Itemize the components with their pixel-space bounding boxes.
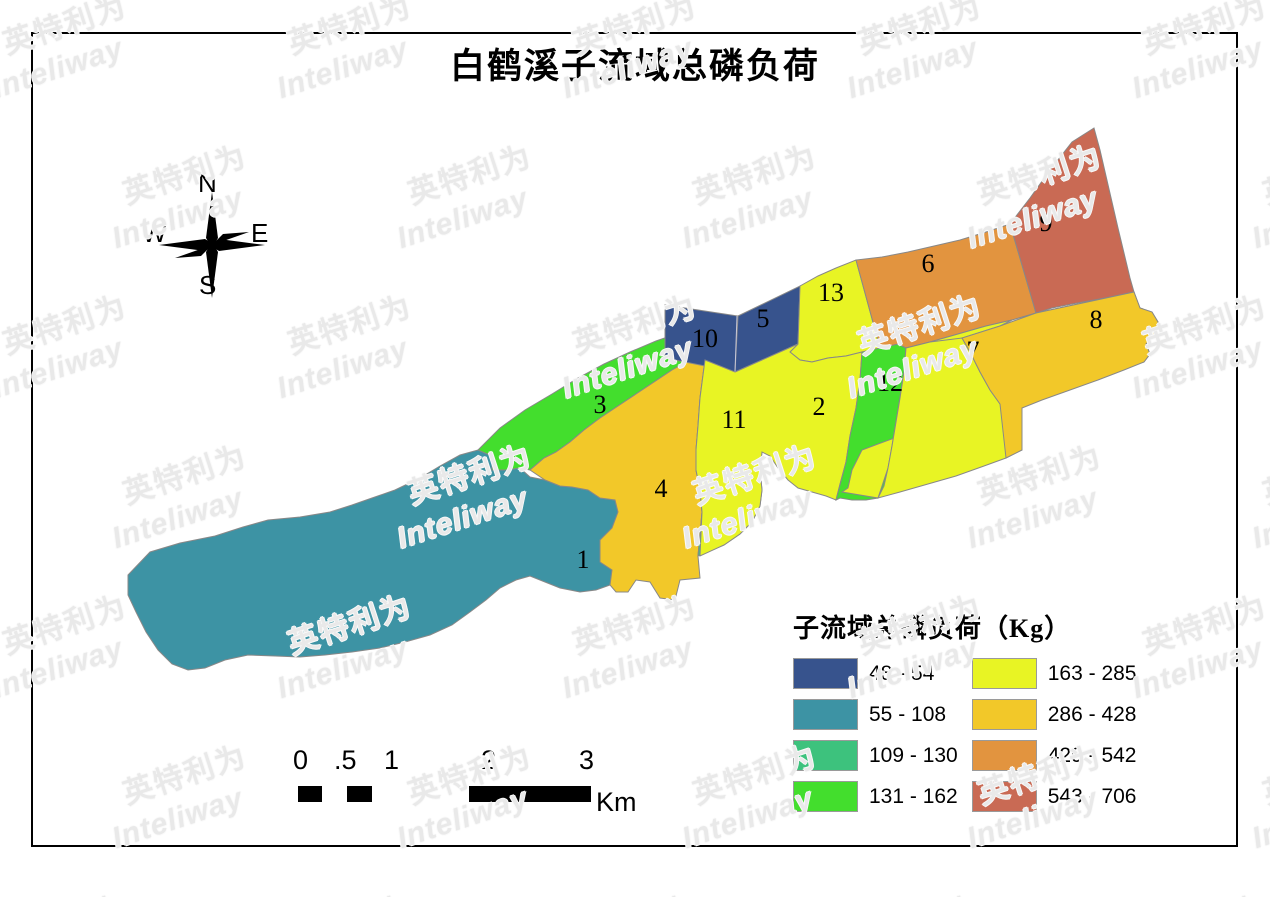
legend-item[interactable]: 163 - 285	[971, 658, 1137, 689]
scale-tick-1: .5	[334, 745, 357, 775]
subbasin-label-8: 8	[1090, 305, 1103, 334]
subbasin-polygon-6[interactable]	[855, 223, 1037, 349]
legend-item[interactable]: 55 - 108	[793, 699, 958, 730]
legend-item[interactable]: 48 - 54	[793, 658, 958, 689]
legend-swatch	[793, 740, 858, 771]
subbasin-label-13: 13	[818, 278, 844, 307]
legend-item-label: 131 - 162	[869, 784, 958, 808]
subbasin-divider-10-5	[734, 315, 738, 373]
subbasin-label-10: 10	[692, 324, 718, 353]
compass-label-west: W	[142, 218, 167, 248]
subbasin-label-6: 6	[922, 249, 935, 278]
subbasin-label-4: 4	[655, 474, 668, 503]
legend-item[interactable]: 543 - 706	[971, 781, 1137, 812]
legend-item-label: 543 - 706	[1047, 784, 1137, 808]
scale-seg-3	[347, 786, 372, 802]
subbasin-label-2: 2	[813, 392, 826, 421]
subbasin-label-12: 12	[877, 368, 903, 397]
legend-swatch	[793, 781, 858, 812]
subbasin-polygons[interactable]	[127, 127, 1159, 671]
legend-column-right: 163 - 285 286 - 428 429 - 542 543 - 706	[971, 658, 1137, 812]
subbasin-polygon-9[interactable]	[1009, 127, 1135, 314]
legend-title: 子流域总磷负荷（Kg）	[793, 614, 1072, 643]
compass-rose: N S E W	[137, 168, 287, 320]
legend-item[interactable]: 286 - 428	[971, 699, 1137, 730]
scale-bar: 0 .5 1 2 3 Km	[293, 745, 643, 820]
compass-label-east: E	[251, 218, 269, 248]
scale-seg-1	[298, 786, 322, 802]
scale-tick-2: 1	[384, 745, 400, 775]
scale-tick-4: 3	[579, 745, 595, 775]
scale-seg-2	[322, 786, 347, 802]
scale-seg-4	[372, 786, 469, 802]
legend-swatch	[793, 699, 858, 730]
legend-item-label: 429 - 542	[1047, 743, 1137, 767]
subbasin-label-11: 11	[721, 405, 746, 434]
compass-label-south: S	[199, 270, 217, 300]
legend-swatch	[971, 699, 1037, 730]
legend-swatch	[971, 658, 1037, 689]
subbasin-label-5: 5	[757, 304, 770, 333]
subbasin-polygon-8-body[interactable]	[961, 291, 1159, 459]
subbasin-polygon-1[interactable]	[127, 449, 619, 671]
compass-label-north: N	[198, 168, 217, 198]
scale-tick-3: 2	[481, 745, 497, 775]
legend-item-label: 55 - 108	[869, 702, 947, 726]
legend-swatch	[971, 781, 1037, 812]
legend-swatch	[971, 740, 1037, 771]
legend-item[interactable]: 109 - 130	[793, 740, 958, 771]
scale-seg-5	[469, 786, 591, 802]
scale-tick-0: 0	[293, 745, 309, 775]
scale-bar-graphic	[298, 786, 591, 802]
subbasin-label-1: 1	[577, 545, 590, 574]
legend-swatch	[793, 658, 858, 689]
subbasin-label-9: 9	[1040, 208, 1053, 237]
subbasin-polygon-2[interactable]	[695, 343, 863, 557]
subbasin-label-7: 7	[967, 336, 980, 365]
subbasin-label-3: 3	[594, 390, 607, 419]
page-title: 白鹤溪子流域总磷负荷	[449, 47, 820, 86]
compass-star-icon	[159, 192, 265, 298]
legend-item-label: 109 - 130	[869, 743, 958, 767]
scale-unit-label: Km	[596, 787, 637, 817]
legend-item-label: 286 - 428	[1047, 702, 1137, 726]
map-frame	[31, 32, 1238, 847]
legend-item[interactable]: 429 - 542	[971, 740, 1137, 771]
legend-column-left: 48 - 54 55 - 108 109 - 130 131 - 162	[793, 658, 958, 812]
legend-item-label: 48 - 54	[869, 661, 935, 685]
subbasin-labels: 1 2 3 4 5 6 7 8 9 10 11 12 13	[577, 208, 1103, 574]
legend: 子流域总磷负荷（Kg） 48 - 54 55 - 108 109 - 130 1…	[793, 608, 1193, 812]
legend-item-label: 163 - 285	[1047, 661, 1137, 685]
legend-item[interactable]: 131 - 162	[793, 781, 958, 812]
